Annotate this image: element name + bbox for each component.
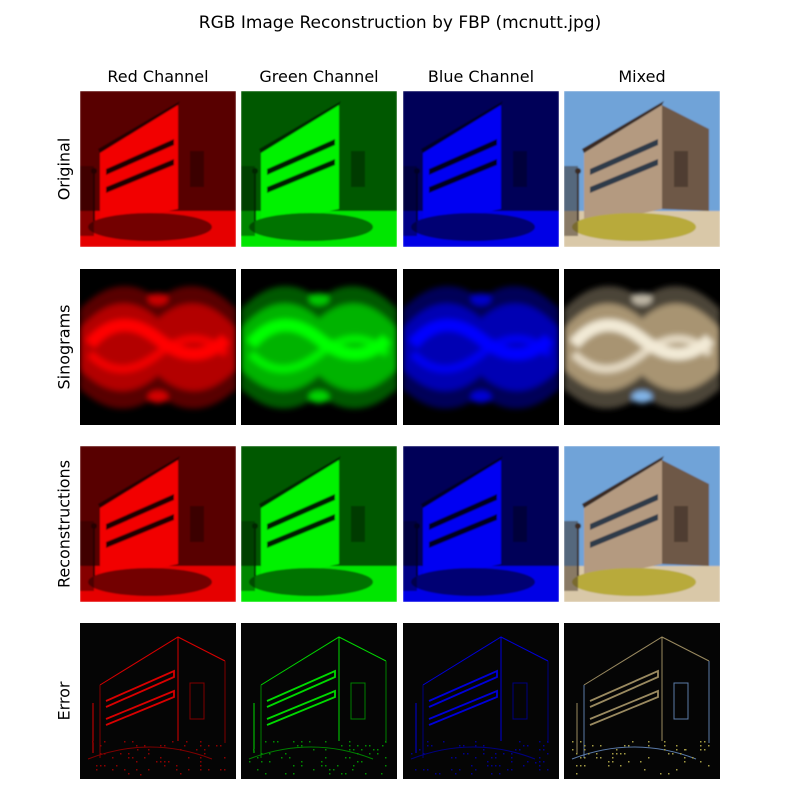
panel-original-blue: [403, 91, 559, 247]
panel-reconstruction-red: [80, 446, 236, 602]
panel-sinogram-blue: [403, 269, 559, 425]
column-title-red: Red Channel: [107, 67, 209, 86]
column-title-green: Green Channel: [259, 67, 379, 86]
panel-error-blue: [403, 623, 559, 779]
column-title-blue: Blue Channel: [427, 67, 535, 86]
panel-error-green: [241, 623, 397, 779]
panel-sinogram-mixed: [564, 269, 720, 425]
panel-reconstruction-mixed: [564, 446, 720, 602]
panel-error-mixed: [564, 623, 720, 779]
panel-reconstruction-blue: [403, 446, 559, 602]
panel-sinogram-green: [241, 269, 397, 425]
panel-sinogram-red: [80, 269, 236, 425]
panel-reconstruction-green: [241, 446, 397, 602]
panel-original-red: [80, 91, 236, 247]
figure-title: RGB Image Reconstruction by FBP (mcnutt.…: [198, 13, 602, 33]
panel-original-green: [241, 91, 397, 247]
column-title-mixed: Mixed: [618, 67, 666, 86]
panel-error-red: [80, 623, 236, 779]
panel-original-mixed: [564, 91, 720, 247]
